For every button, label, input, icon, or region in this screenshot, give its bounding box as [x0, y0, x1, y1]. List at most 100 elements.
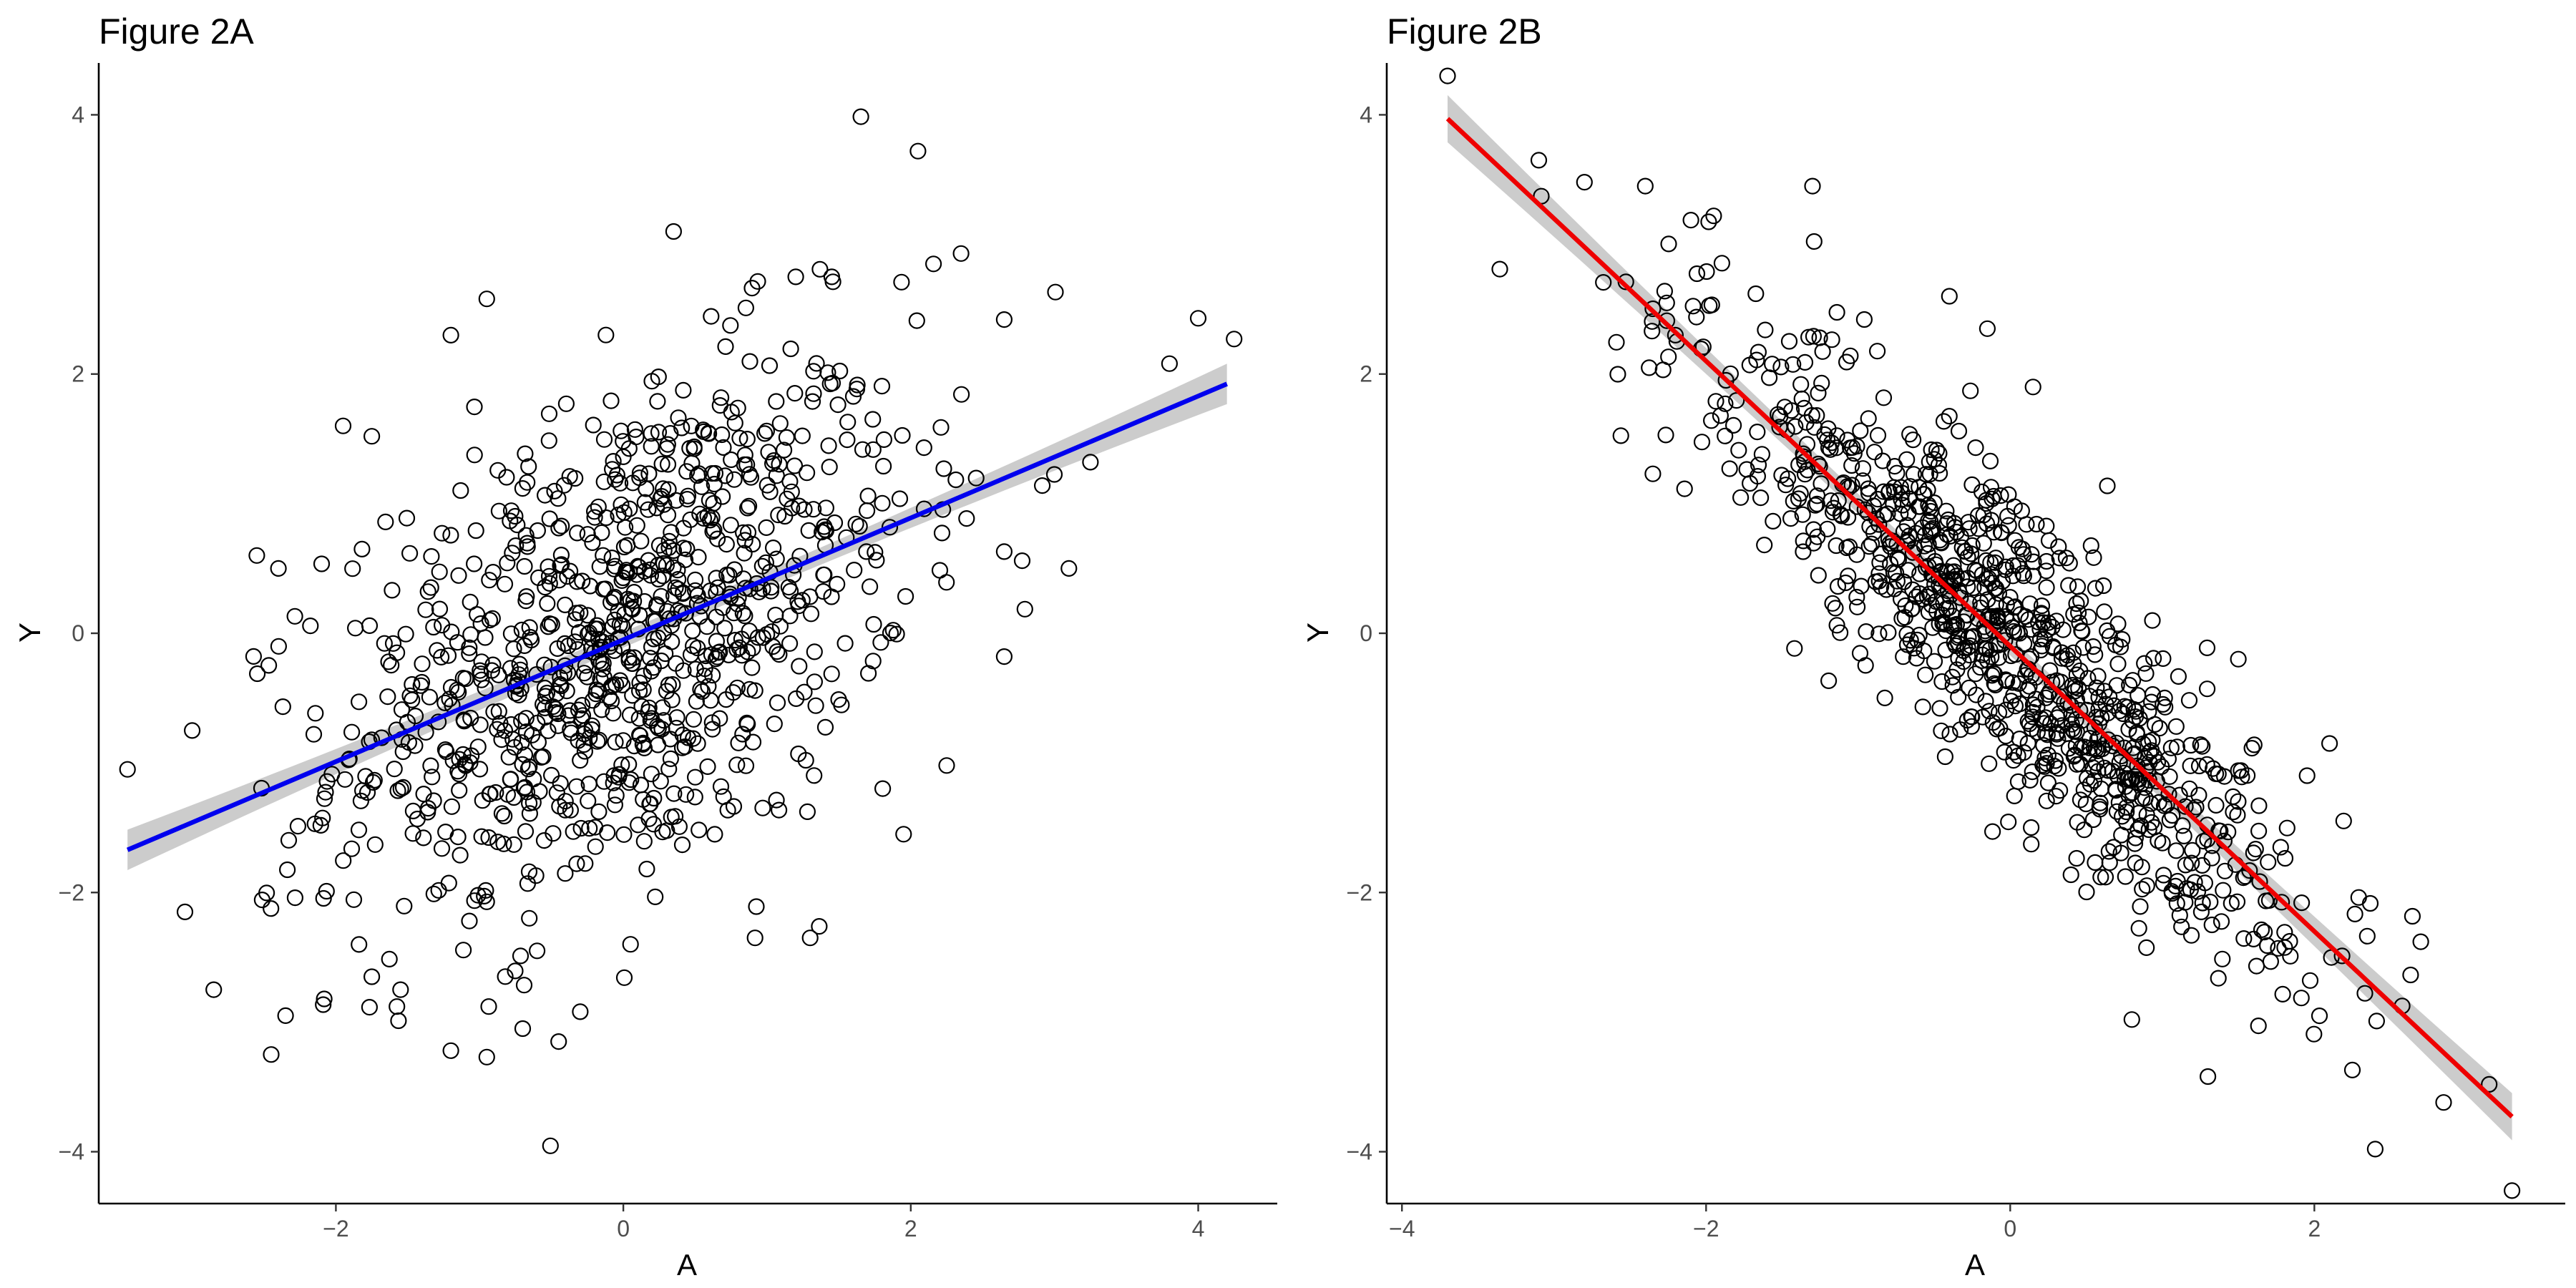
data-point [1189, 310, 1207, 327]
data-point [718, 535, 735, 553]
data-point [2160, 786, 2177, 803]
x-tick-label: −2 [323, 1216, 348, 1241]
data-point [1855, 311, 1873, 328]
data-point [1763, 356, 1781, 373]
data-point [2100, 843, 2117, 860]
data-point [1576, 174, 1593, 191]
data-point [1901, 426, 1918, 443]
data-point [628, 517, 645, 534]
data-point [733, 647, 751, 664]
data-point [1880, 624, 1897, 641]
data-point [577, 855, 594, 872]
data-point [806, 673, 824, 691]
data-point [967, 469, 985, 487]
data-point [481, 572, 498, 589]
data-point [469, 738, 487, 756]
data-point [419, 583, 436, 600]
data-point [520, 863, 538, 880]
data-point [736, 608, 753, 625]
data-point [2196, 874, 2214, 892]
data-point [557, 596, 574, 614]
data-point [1656, 283, 1674, 300]
data-point [1833, 507, 1850, 525]
data-point [662, 750, 680, 768]
data-point [2155, 874, 2172, 892]
data-point [629, 557, 647, 575]
data-point [1848, 598, 1866, 615]
data-point [643, 373, 660, 390]
data-point [1900, 562, 1917, 579]
data-point [2120, 721, 2137, 738]
data-point [1771, 419, 1788, 436]
data-point [2068, 849, 2085, 867]
data-point [686, 769, 704, 786]
data-point [2198, 639, 2216, 657]
data-point [1933, 673, 1951, 691]
data-point [2009, 773, 2027, 791]
data-point [2156, 689, 2173, 707]
data-point [1752, 489, 1770, 507]
data-point [688, 693, 706, 710]
data-point [1926, 653, 1943, 670]
data-point [336, 771, 353, 788]
data-point [586, 509, 603, 526]
data-point [2072, 791, 2089, 809]
data-point [645, 789, 663, 807]
data-point [581, 820, 598, 837]
data-point [542, 766, 560, 784]
data-point [2229, 806, 2246, 824]
data-point [570, 701, 587, 718]
data-point [1941, 599, 1958, 617]
data-point [657, 645, 674, 663]
data-point [2402, 966, 2419, 984]
data-point [557, 793, 574, 810]
data-point [2230, 650, 2247, 668]
data-point [1981, 641, 1999, 658]
data-point [507, 962, 524, 980]
data-point [2177, 857, 2195, 874]
data-point [2087, 754, 2105, 772]
y-axis-label: Y [13, 623, 47, 643]
data-point [550, 519, 567, 537]
data-point [502, 771, 519, 788]
data-point [484, 563, 502, 581]
data-point [2006, 698, 2024, 715]
data-point [615, 732, 632, 749]
data-point [1853, 577, 1870, 595]
data-point [2068, 756, 2086, 773]
data-point [1852, 422, 1869, 439]
data-point [2078, 883, 2095, 901]
data-point [434, 525, 451, 542]
data-point [1946, 563, 1963, 580]
data-point [700, 424, 717, 441]
data-point [2062, 697, 2079, 714]
data-point [473, 828, 490, 845]
data-point [456, 713, 473, 730]
data-point [2298, 767, 2316, 784]
data-point [1997, 701, 2015, 718]
data-point [2113, 808, 2131, 825]
data-point [572, 1003, 589, 1020]
data-point [449, 828, 467, 846]
data-point [2435, 1094, 2452, 1111]
data-point [302, 617, 319, 635]
data-point [1935, 413, 1953, 430]
data-point [754, 629, 772, 646]
data-point [1856, 501, 1873, 518]
data-point [2127, 854, 2144, 872]
data-point [499, 786, 517, 803]
data-point [317, 784, 334, 801]
data-point [715, 439, 732, 457]
data-point [782, 340, 799, 358]
data-point [2194, 857, 2211, 874]
data-point [868, 552, 885, 569]
data-point [2155, 867, 2172, 884]
data-point [425, 885, 442, 902]
data-point [749, 273, 766, 290]
data-point [344, 560, 361, 577]
data-point [249, 665, 266, 683]
data-point [2117, 778, 2135, 795]
data-point [1977, 693, 1994, 710]
data-point [677, 786, 695, 803]
data-point [495, 835, 512, 852]
